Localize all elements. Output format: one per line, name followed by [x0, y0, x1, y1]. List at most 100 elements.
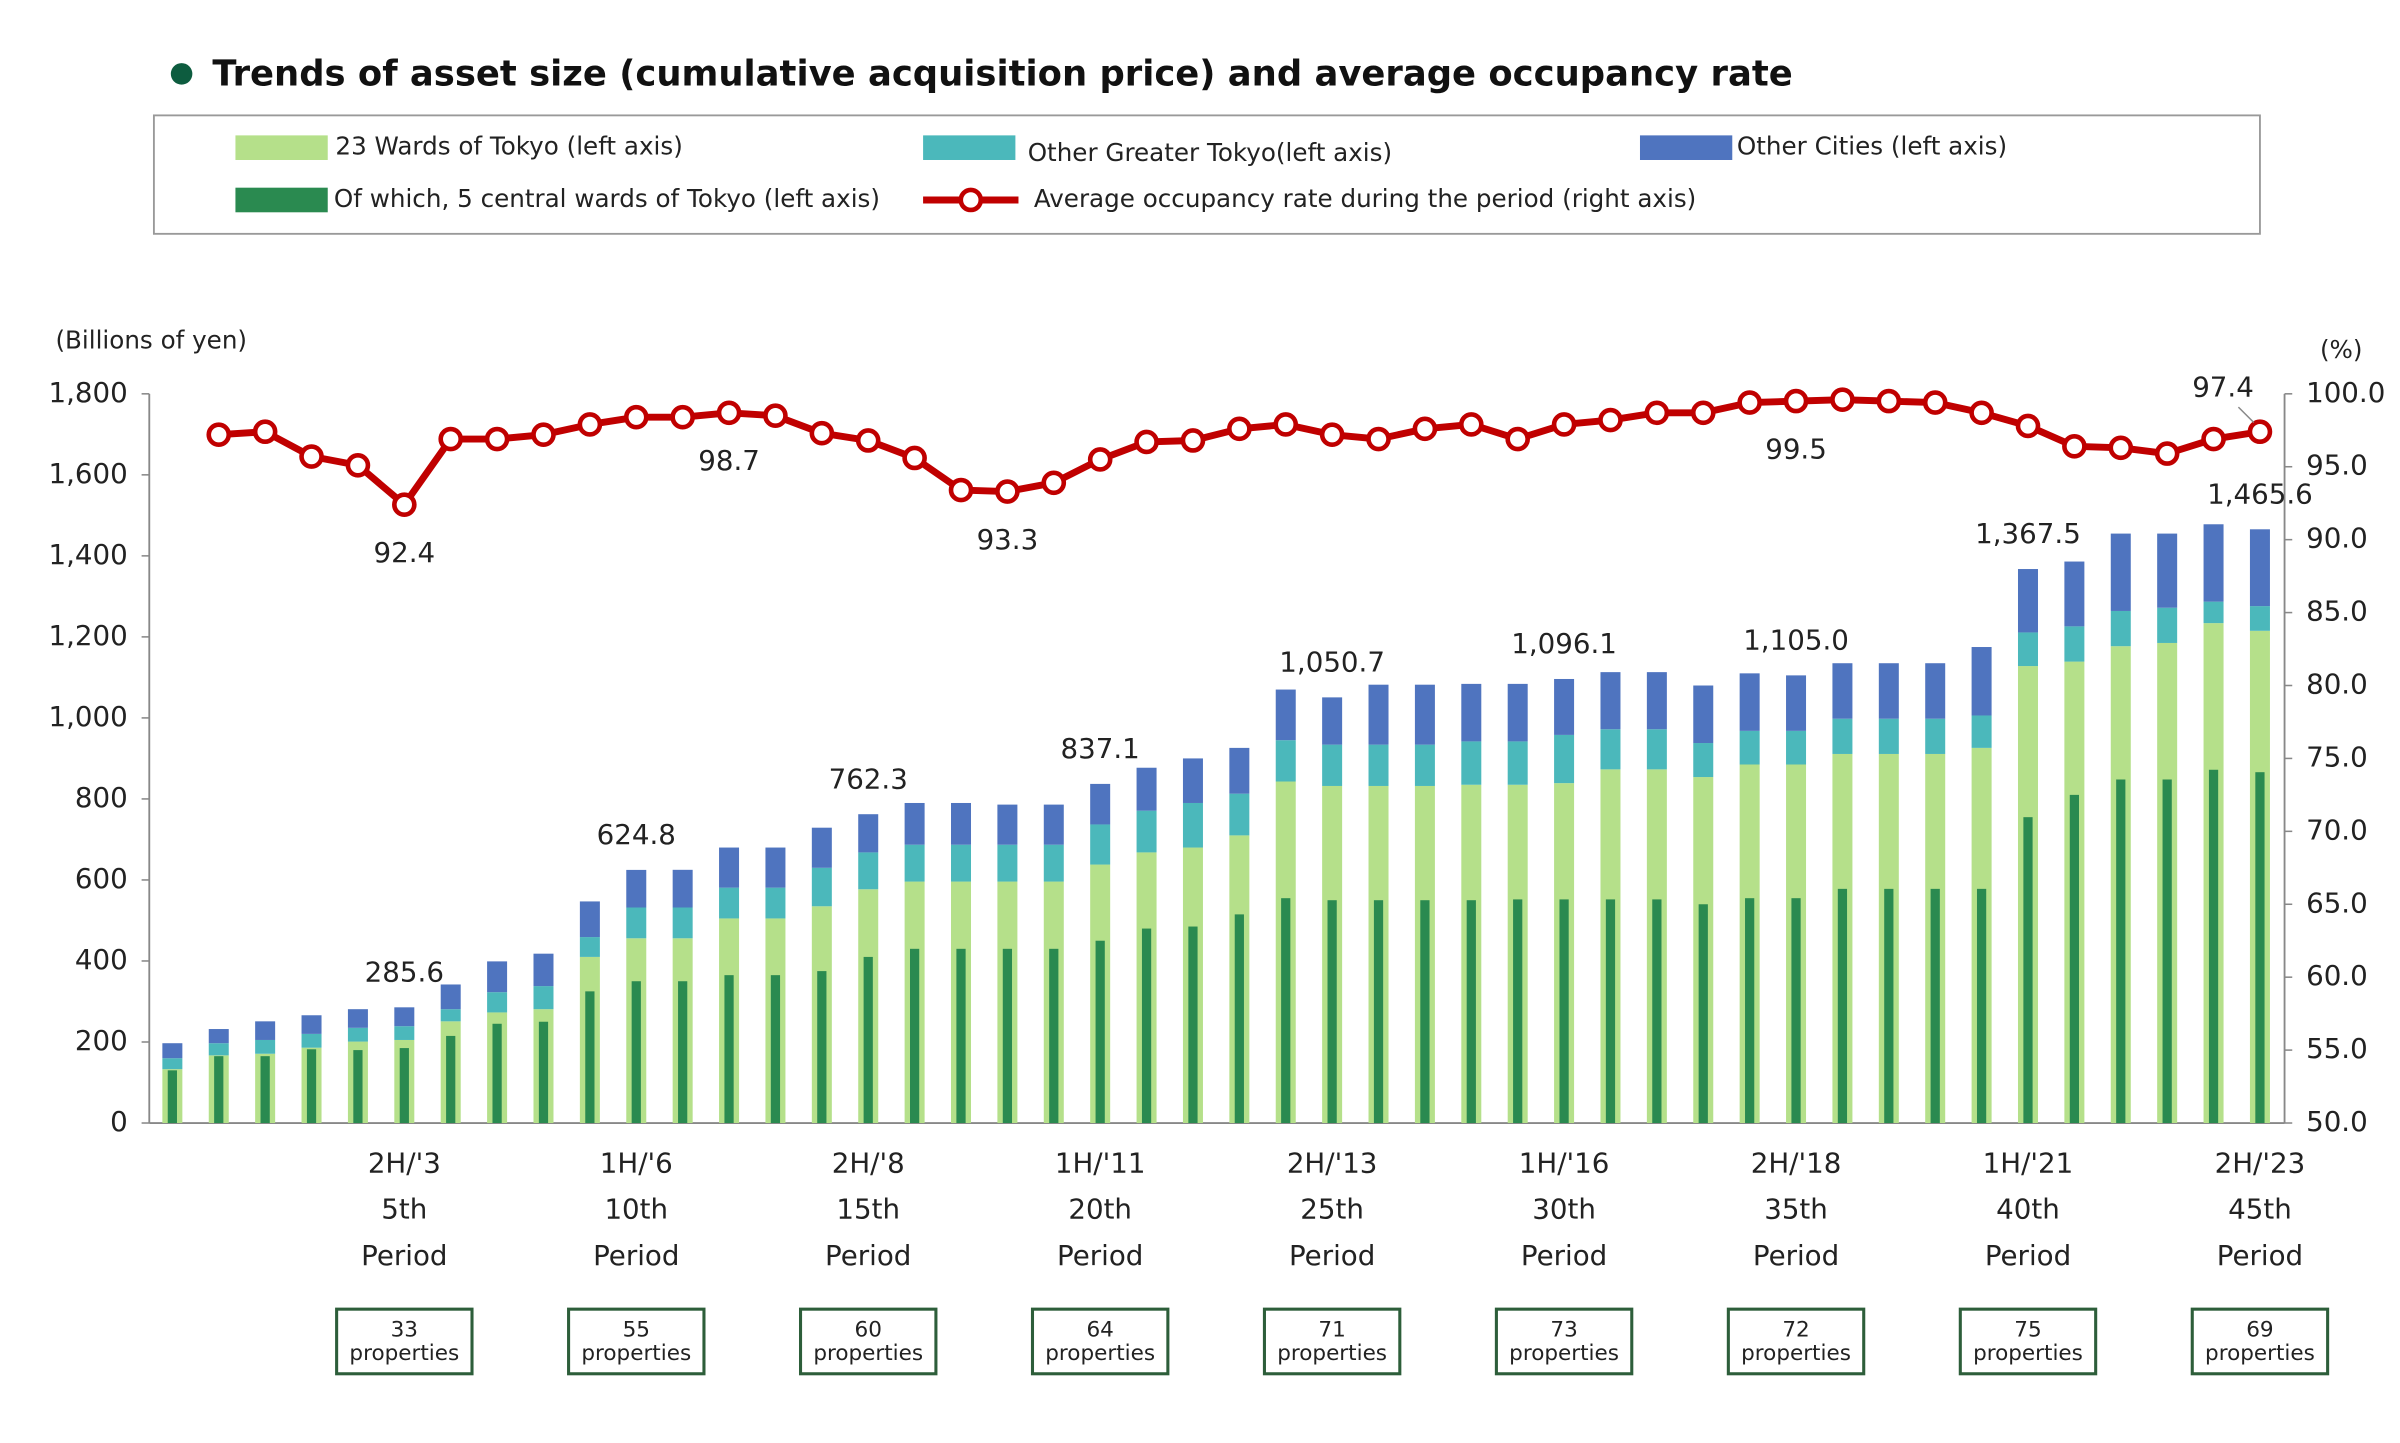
bar-segment	[1693, 743, 1714, 778]
bar-segment	[255, 1039, 276, 1054]
x-tick-label: Period	[593, 1239, 679, 1272]
x-tick-label: 20th	[1068, 1193, 1132, 1226]
total-label: 1,367.5	[1975, 517, 2081, 550]
bar-segment	[440, 984, 461, 1010]
y2-tick-label: 65.0	[2306, 886, 2368, 919]
legend-label: Of which, 5 central wards of Tokyo (left…	[334, 184, 880, 213]
occupancy-label: 92.4	[373, 536, 435, 569]
bar-segment	[1554, 678, 1575, 735]
bar-segment	[1275, 740, 1296, 782]
property-box	[798, 1307, 938, 1376]
occupancy-point	[2247, 419, 2273, 445]
occupancy-point	[252, 419, 278, 445]
property-count: 73	[1550, 1318, 1577, 1343]
bar-segment	[2110, 533, 2131, 611]
property-count: 33	[391, 1318, 418, 1343]
bar-segment	[533, 986, 554, 1010]
bar-overlay	[1141, 928, 1152, 1124]
property-unit: properties	[1973, 1341, 2083, 1366]
bar-segment	[208, 1043, 229, 1056]
property-unit: properties	[2205, 1341, 2315, 1366]
y2-tick-label: 70.0	[2306, 813, 2368, 846]
bar-segment	[255, 1021, 276, 1040]
bar-overlay	[585, 991, 595, 1124]
bar-segment	[1414, 744, 1435, 786]
bar-segment	[904, 844, 925, 882]
bar-segment	[1182, 802, 1203, 848]
y2-axis-label: (%)	[2320, 335, 2363, 364]
bar-overlay	[1698, 904, 1708, 1124]
bar-overlay	[1559, 899, 1569, 1124]
occupancy-point	[1366, 426, 1391, 452]
occupancy-point	[1505, 426, 1530, 452]
bar-overlay	[1188, 926, 1198, 1124]
chart-title: Trends of asset size (cumulative acquisi…	[212, 53, 1792, 94]
bar-overlay	[2116, 779, 2126, 1124]
bar-overlay	[353, 1050, 363, 1124]
total-label: 624.8	[597, 818, 676, 851]
occupancy-point	[1319, 422, 1345, 447]
bar-segment	[672, 907, 693, 939]
bar-overlay	[1234, 914, 1244, 1124]
property-count: 60	[855, 1318, 882, 1343]
legend-label: Other Cities (left axis)	[1737, 132, 2007, 161]
x-tick-label: 2H/'13	[1287, 1147, 1378, 1180]
occupancy-point	[1598, 407, 1623, 433]
property-count: 55	[623, 1318, 650, 1343]
x-tick-label: 35th	[1764, 1193, 1828, 1226]
bar-overlay	[817, 971, 827, 1124]
x-tick-label: 2H/'18	[1751, 1147, 1842, 1180]
bar-segment	[1693, 685, 1714, 744]
label-leader	[2237, 406, 2255, 424]
bar-segment	[208, 1029, 229, 1044]
occupancy-point	[1087, 447, 1113, 472]
occupancy-point	[531, 422, 556, 447]
bar-overlay	[909, 948, 920, 1124]
x-tick-label: Period	[1985, 1239, 2071, 1272]
bar-segment	[765, 887, 786, 919]
bar-overlay	[1791, 898, 1801, 1124]
bar-segment	[719, 847, 740, 888]
x-tick-label: Period	[1057, 1239, 1143, 1272]
y2-tick-label: 90.0	[2306, 522, 2368, 555]
occupancy-point	[2201, 426, 2226, 452]
bar-segment	[1507, 683, 1528, 742]
legend-box	[152, 114, 2261, 235]
bar-segment	[1832, 718, 1853, 754]
property-unit: properties	[1741, 1341, 1851, 1366]
occupancy-point	[623, 404, 649, 430]
bar-segment	[1600, 729, 1621, 770]
bar-segment	[1275, 689, 1296, 741]
bar-overlay	[446, 1035, 456, 1124]
occupancy-label: 97.4	[2192, 371, 2254, 404]
legend-label: 23 Wards of Tokyo (left axis)	[335, 132, 682, 161]
bar-segment	[487, 961, 508, 993]
bar-segment	[1136, 810, 1157, 853]
occupancy-point	[2062, 434, 2087, 459]
bar-overlay	[1095, 940, 1105, 1124]
bar-segment	[162, 1043, 183, 1059]
occupancy-point	[206, 422, 232, 447]
x-tick-label: 5th	[381, 1193, 427, 1226]
legend-swatch	[923, 135, 1016, 160]
bar-segment	[1971, 715, 1992, 748]
x-tick-label: Period	[1289, 1239, 1375, 1272]
bar-segment	[1786, 675, 1807, 731]
bar-segment	[2249, 606, 2270, 631]
occupancy-point	[763, 403, 788, 429]
bar-segment	[1322, 697, 1343, 745]
bar-segment	[1229, 747, 1250, 794]
bar-overlay	[214, 1056, 224, 1124]
occupancy-point	[1969, 400, 1994, 426]
total-label: 285.6	[365, 955, 444, 988]
bar-segment	[487, 992, 508, 1013]
occupancy-point	[1458, 412, 1484, 437]
bar-segment	[719, 887, 740, 919]
bar-segment	[904, 802, 925, 845]
occupancy-point	[1737, 390, 1762, 415]
total-label: 1,050.7	[1279, 646, 1385, 679]
bar-segment	[1971, 647, 1992, 716]
bar-overlay	[260, 1056, 270, 1124]
bar-segment	[1043, 804, 1064, 845]
